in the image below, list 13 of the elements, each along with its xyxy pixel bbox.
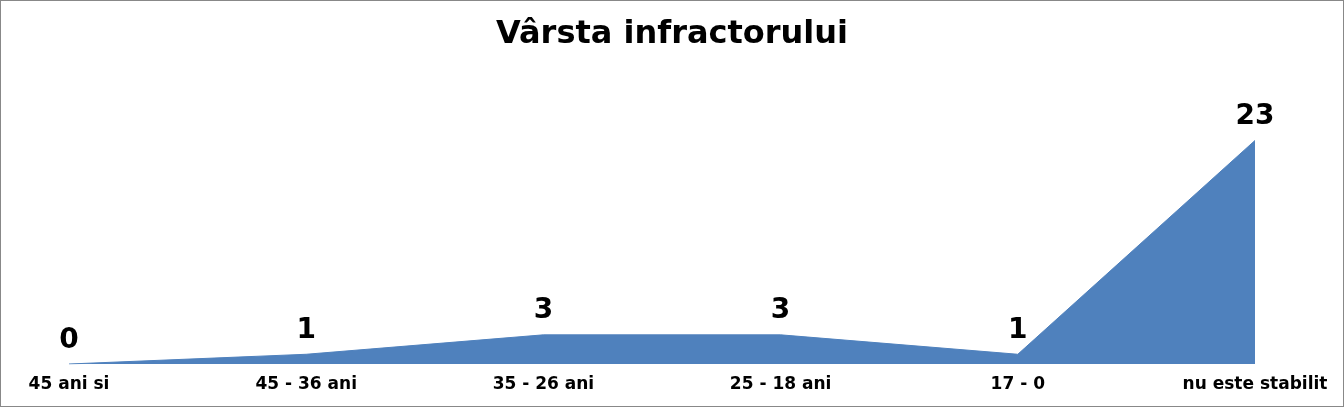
x-tick-label: 17 - 0 [990,372,1046,393]
x-tick-label: 45 - 36 ani [255,372,357,393]
data-label: 3 [533,292,554,326]
data-label: 1 [296,311,316,345]
data-label: 1 [1008,311,1028,345]
x-tick-label: 35 - 26 ani [492,372,595,393]
data-label: 23 [1235,97,1275,131]
x-tick-label: nu este stabilit [1182,372,1328,393]
data-label: 0 [59,321,79,355]
x-tick-label: 25 - 18 ani [729,372,832,393]
chart-title: Vârsta infractorului [495,13,849,51]
data-label: 3 [770,292,791,326]
x-tick-label: 45 ani si [28,372,110,393]
